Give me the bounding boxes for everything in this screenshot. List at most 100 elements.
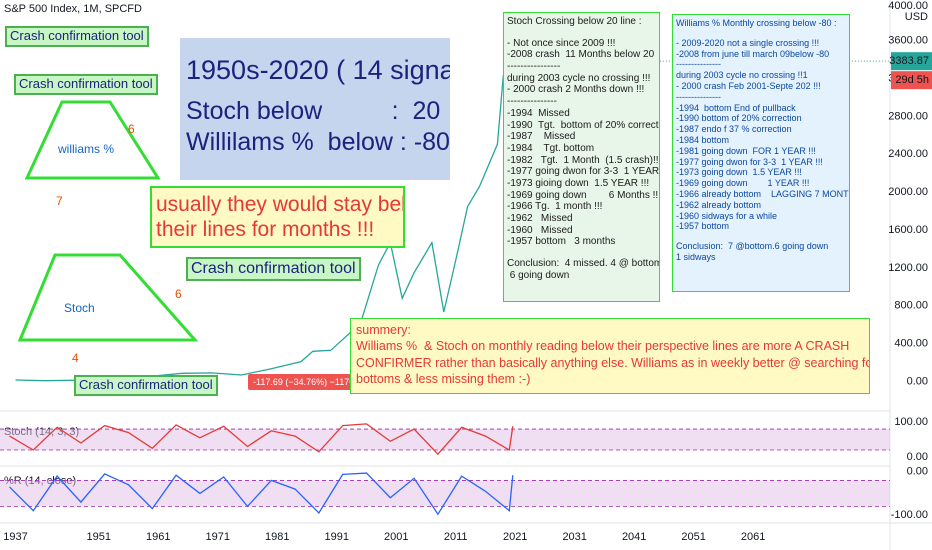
x-tick-label: 1951 — [87, 531, 111, 543]
y-tick-label: 800.00 — [894, 300, 928, 312]
signals-box: 1950s-2020 ( 14 signals) Stoch below : 20… — [180, 38, 450, 180]
measure-label: -117.69 (−34.76%) −11769 — [248, 374, 365, 391]
note-line: -1984 bottom — [676, 134, 730, 145]
note-line: -1994 bottom End of pullback — [676, 102, 796, 113]
note-line: - 2000 crash 2 Months down !!! — [507, 84, 645, 96]
note-line: --------------- — [676, 91, 721, 102]
tool-label: Crash confirmation tool — [5, 26, 149, 47]
x-tick-label: 2011 — [444, 531, 468, 543]
x-tick-label: 2021 — [503, 531, 527, 543]
note-line: -2008 from june till march 09below -80 — [676, 48, 830, 59]
note-line: -1982 Tgt. 1 Month (1.5 crash)!!! — [507, 154, 660, 166]
note-line: - 2009-2020 not a single crossing !!! — [676, 37, 820, 48]
y-tick-label: 0.00 — [907, 466, 928, 478]
note-line: -1962 already bottom — [676, 199, 762, 210]
note-line: CONFIRMER rather than basically anything… — [356, 355, 870, 370]
countdown-box — [891, 71, 932, 90]
note-line: -1966 Tg. 1 month !!! — [507, 201, 603, 213]
note-line: -1973 going down 1.5 YEAR !!! — [676, 167, 802, 178]
note-line: -1984 Tgt. bottom — [507, 142, 595, 154]
x-tick-label: 2041 — [622, 531, 646, 543]
note-line: -1966 already bottom LAGGING 7 MONTHS !!… — [676, 188, 849, 199]
y-tick-label: 2000.00 — [888, 186, 928, 198]
note-line: 1950s-2020 ( 14 signals) — [186, 55, 450, 85]
note-line: -1957 bottom — [676, 221, 730, 232]
note-line: ---------------- — [507, 61, 561, 73]
trapezoid-shape — [24, 100, 161, 180]
trapezoid-shape — [17, 253, 199, 342]
note-line: Conclusion: 7 @bottom.6 going down — [676, 241, 829, 252]
note-line: -1987 Missed — [507, 131, 576, 143]
band — [0, 429, 890, 451]
note-line: during 2003 cycle no crossing !!1 — [676, 70, 808, 81]
symbol-title: S&P 500 Index, 1M, SPCFD — [4, 3, 142, 15]
note-line: 6 going down — [507, 269, 570, 281]
note-line — [507, 248, 656, 258]
note-line: summery: — [356, 323, 411, 337]
note-line: -1969 going down 6 Months !!! — [507, 189, 660, 201]
note-line: -1990 bottom of 20% correction — [676, 113, 802, 124]
note-line: -1977 going dwon for 3-3 1 YEAR !!! — [676, 156, 823, 167]
note-line: -1960 sidways for a while — [676, 210, 778, 221]
x-tick-label: 2051 — [681, 531, 705, 543]
y-tick-label: 3600.00 — [888, 35, 928, 47]
countdown-label: 29d 5h — [895, 74, 929, 86]
unit-label: USD — [905, 11, 928, 23]
count-label: 6 — [175, 287, 182, 301]
y-tick-label: 100.00 — [894, 416, 928, 428]
tool-label: Crash confirmation tool — [186, 257, 361, 282]
note-line: bottoms & less missing them :-) — [356, 371, 531, 386]
note-line: -1957 bottom 3 months — [507, 236, 616, 248]
note-line: Stoch below : 20 — [186, 97, 441, 125]
note-line: Willilams % below : -80 — [186, 128, 450, 156]
x-tick-label: 2061 — [741, 531, 765, 543]
y-tick-label: 0.00 — [907, 451, 928, 463]
y-tick-label: 4000.00 — [888, 0, 928, 12]
williams-note-box: Williams % Monthly crossing below -80 : -… — [672, 14, 850, 292]
stoch-note-box: Stoch Crossing below 20 line : - Not once… — [503, 12, 660, 302]
note-line: -2008 crash 11 Months below 20 — [507, 49, 655, 61]
count-label: 7 — [56, 194, 63, 208]
x-tick-label: 1971 — [205, 531, 229, 543]
note-line — [676, 232, 846, 241]
y-tick-label: 2800.00 — [888, 110, 928, 122]
y-tick-label: 1200.00 — [888, 262, 928, 274]
tool-label: Crash confirmation tool — [14, 74, 158, 95]
note-line: -1960 Missed — [507, 224, 573, 236]
note-line: 1 sidways — [676, 251, 716, 262]
note-line: -1994 Missed — [507, 107, 570, 119]
note-line: - 2000 crash Feb 2001-Septe 202 !!! — [676, 80, 821, 91]
series-line — [9, 423, 514, 456]
note-line: - Not once since 2009 !!! — [507, 37, 616, 49]
note-line: during 2003 cycle no crossing !!! — [507, 72, 651, 84]
note-line: --------------- — [676, 59, 721, 70]
note-line: --------------- — [507, 96, 557, 108]
note-line: -1973 gioing down 1.5 YEAR !!! — [507, 177, 650, 189]
y-tick-label: 1600.00 — [888, 224, 928, 236]
series-line — [9, 472, 514, 516]
x-tick-label: 2031 — [562, 531, 586, 543]
y-tick-label: -100.00 — [891, 509, 928, 521]
y-tick-label: 0.00 — [907, 375, 928, 387]
note-line: usually they would stay below — [156, 193, 405, 216]
note-line: Stoch Crossing below 20 line : — [507, 16, 642, 27]
note-line: -1990 Tgt. bottom of 20% correction — [507, 119, 660, 131]
note-line: -1977 going dwon for 3-3 1 YEAR !!! — [507, 166, 660, 178]
y-tick-label: 2400.00 — [888, 148, 928, 160]
x-tick-label: 1991 — [324, 531, 348, 543]
note-line: their lines for months !!! — [156, 218, 375, 242]
x-tick-label: 1981 — [265, 531, 289, 543]
note-line: -1962 Missed — [507, 213, 573, 224]
last-price-label: 3383.87 — [889, 55, 929, 67]
note-line: Williams % & Stoch on monthly reading be… — [356, 339, 850, 354]
note-line: -1969 going down 1 YEAR !!! — [676, 178, 810, 189]
shape-label: williams % — [58, 142, 115, 156]
note-line: -1981 going down FOR 1 YEAR !!! — [676, 145, 816, 156]
note-line — [676, 29, 846, 38]
tool-label: Crash confirmation tool — [74, 375, 218, 396]
shape-label: Stoch — [64, 301, 95, 315]
summery-box: summery: Williams % & Stoch on monthly re… — [350, 318, 870, 394]
count-label: 6 — [128, 122, 135, 136]
